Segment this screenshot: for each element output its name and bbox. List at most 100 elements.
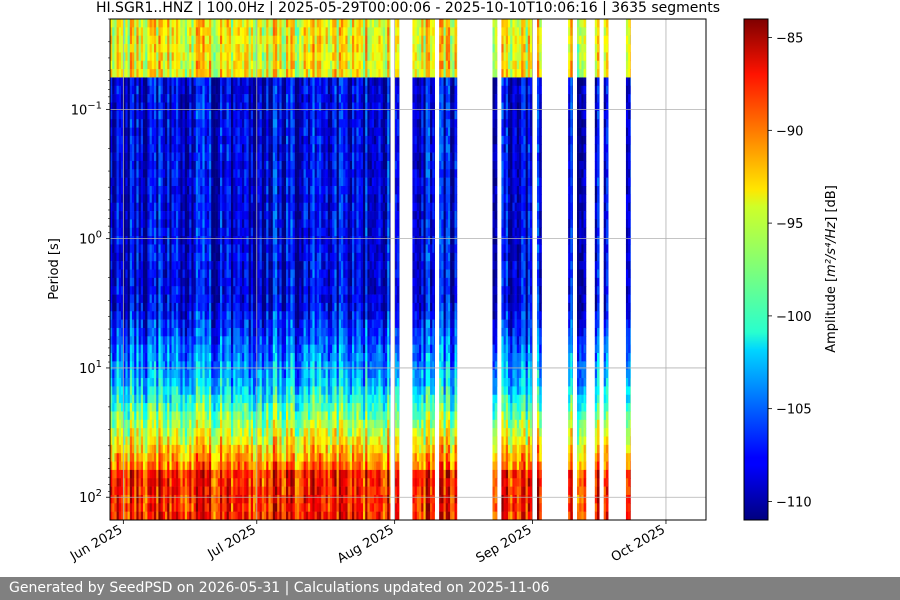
heatmap-cell	[277, 119, 280, 128]
heatmap-cell	[235, 469, 238, 479]
heatmap-cell	[277, 219, 280, 229]
heatmap-cell	[123, 486, 126, 496]
heatmap-cell	[143, 336, 146, 345]
heatmap-cell	[235, 286, 238, 295]
heatmap-cell	[200, 378, 203, 387]
heatmap-cell	[246, 252, 249, 262]
heatmap-cell	[145, 311, 148, 320]
heatmap-cell	[288, 119, 291, 128]
heatmap-cell	[283, 353, 287, 362]
heatmap-cell	[272, 19, 276, 28]
heatmap-cell	[224, 378, 227, 387]
heatmap-cell	[193, 319, 197, 329]
heatmap-cell	[233, 219, 236, 229]
heatmap-cell	[202, 403, 205, 412]
heatmap-cell	[213, 353, 216, 362]
heatmap-cell	[286, 319, 289, 329]
heatmap-cell	[167, 77, 170, 87]
heatmap-cell	[156, 411, 159, 421]
heatmap-cell	[239, 419, 243, 429]
heatmap-cell	[206, 436, 210, 446]
heatmap-cell	[184, 336, 188, 345]
heatmap-cell	[283, 386, 287, 396]
heatmap-cell	[160, 494, 164, 504]
heatmap-cell	[173, 77, 177, 87]
heatmap-cell	[149, 19, 153, 28]
heatmap-cell	[198, 319, 201, 329]
heatmap-cell	[231, 319, 234, 329]
heatmap-cell	[180, 202, 183, 212]
heatmap-cell	[275, 211, 278, 220]
heatmap-cell	[127, 319, 131, 329]
heatmap-cell	[213, 236, 216, 245]
heatmap-cell	[220, 469, 223, 479]
heatmap-cell	[132, 227, 135, 237]
heatmap-cell	[156, 361, 159, 370]
heatmap-cell	[239, 478, 243, 487]
heatmap-cell	[228, 269, 232, 279]
heatmap-cell	[191, 60, 194, 70]
heatmap-cell	[259, 436, 263, 446]
heatmap-cell	[286, 369, 289, 379]
heatmap-cell	[220, 411, 223, 421]
heatmap-cell	[154, 152, 157, 162]
heatmap-cell	[204, 386, 208, 396]
heatmap-cell	[215, 110, 219, 120]
heatmap-cell	[110, 369, 113, 379]
heatmap-cell	[136, 269, 139, 279]
heatmap-cell	[209, 327, 212, 337]
heatmap-cell	[200, 403, 203, 412]
heatmap-cell	[283, 344, 287, 354]
heatmap-cell	[272, 119, 276, 128]
heatmap-cell	[162, 369, 166, 379]
heatmap-cell	[158, 344, 161, 354]
heatmap-cell	[121, 478, 124, 487]
heatmap-cell	[184, 469, 188, 479]
heatmap-cell	[217, 277, 221, 287]
heatmap-cell	[195, 127, 199, 137]
heatmap-cell	[151, 394, 155, 404]
heatmap-cell	[224, 344, 227, 354]
heatmap-cell	[129, 127, 133, 137]
heatmap-cell	[215, 35, 219, 45]
heatmap-cell	[233, 119, 236, 128]
heatmap-cell	[239, 60, 243, 70]
heatmap-cell	[268, 319, 271, 329]
heatmap-cell	[275, 453, 278, 462]
heatmap-cell	[217, 85, 221, 95]
heatmap-cell	[272, 27, 276, 36]
heatmap-cell	[114, 494, 117, 504]
heatmap-cell	[283, 469, 287, 479]
heatmap-cell	[235, 486, 238, 496]
heatmap-cell	[136, 286, 139, 295]
heatmap-cell	[213, 77, 216, 87]
heatmap-cell	[110, 378, 113, 387]
heatmap-cell	[178, 386, 181, 396]
heatmap-cell	[198, 486, 201, 496]
heatmap-cell	[253, 135, 256, 145]
heatmap-cell	[167, 386, 170, 396]
heatmap-cell	[193, 461, 197, 471]
heatmap-cell	[228, 27, 232, 36]
heatmap-cell	[125, 503, 128, 512]
heatmap-cell	[193, 252, 197, 262]
heatmap-cell	[231, 503, 234, 512]
heatmap-cell	[217, 353, 221, 362]
heatmap-cell	[191, 344, 194, 354]
heatmap-cell	[173, 411, 177, 421]
heatmap-cell	[257, 511, 260, 520]
heatmap-cell	[275, 186, 278, 195]
heatmap-cell	[160, 511, 164, 520]
heatmap-cell	[151, 369, 155, 379]
heatmap-cell	[112, 169, 115, 178]
heatmap-cell	[202, 194, 205, 203]
heatmap-cell	[242, 77, 245, 87]
heatmap-cell	[277, 302, 280, 312]
heatmap-cell	[224, 428, 227, 437]
heatmap-cell	[125, 277, 128, 287]
heatmap-cell	[200, 428, 203, 437]
heatmap-cell	[143, 85, 146, 95]
heatmap-cell	[160, 211, 164, 220]
heatmap-cell	[180, 269, 183, 279]
heatmap-cell	[198, 219, 201, 229]
